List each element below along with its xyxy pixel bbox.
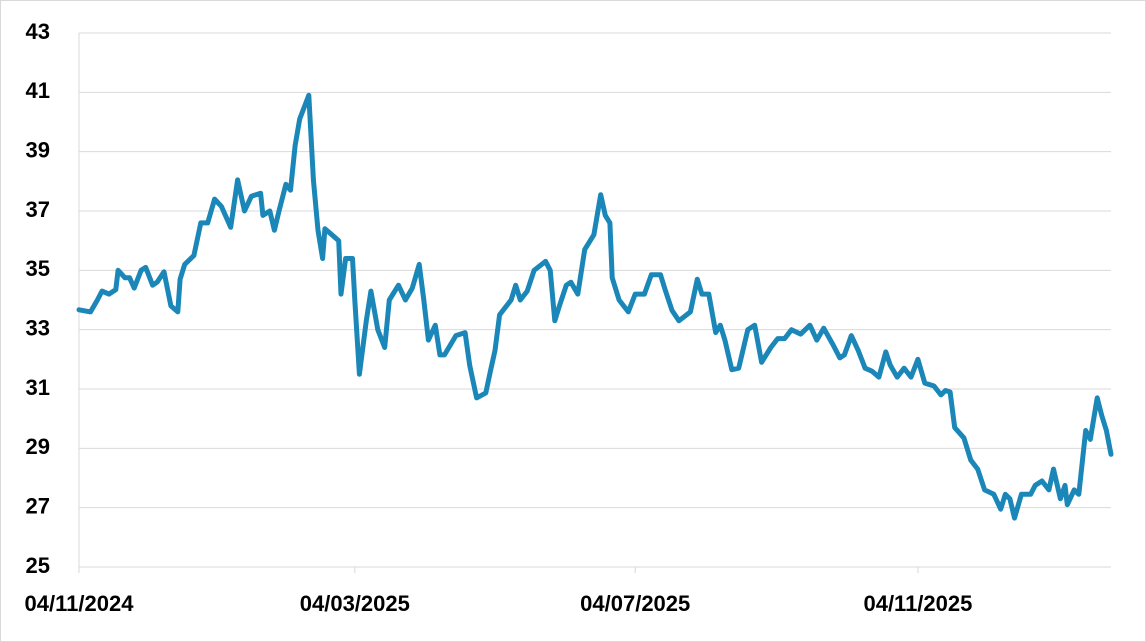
- y-tick-label: 39: [26, 137, 50, 162]
- y-tick-label: 31: [26, 375, 50, 400]
- x-tick-label: 04/07/2025: [580, 591, 690, 616]
- y-tick-label: 35: [26, 256, 50, 281]
- y-tick-label: 29: [26, 434, 50, 459]
- y-tick-label: 27: [26, 493, 50, 518]
- y-tick-label: 41: [26, 78, 50, 103]
- y-tick-label: 43: [26, 19, 50, 44]
- x-tick-label: 04/11/2024: [25, 591, 135, 616]
- data-line: [76, 92, 1114, 521]
- y-tick-label: 33: [26, 315, 50, 340]
- y-tick-label: 25: [26, 553, 50, 578]
- x-tick-label: 04/03/2025: [300, 591, 410, 616]
- x-tick-label: 04/11/2025: [863, 591, 972, 616]
- y-tick-label: 37: [26, 197, 50, 222]
